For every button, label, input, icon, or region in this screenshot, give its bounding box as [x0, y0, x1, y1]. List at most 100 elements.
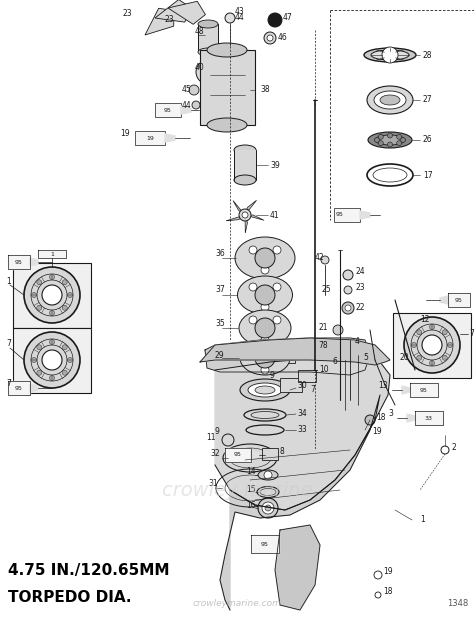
Circle shape [42, 285, 62, 305]
Text: 27: 27 [423, 95, 433, 105]
Polygon shape [407, 414, 415, 422]
Circle shape [321, 256, 329, 264]
Text: 95: 95 [164, 108, 172, 113]
Text: 44: 44 [235, 14, 245, 22]
Ellipse shape [368, 132, 412, 148]
Text: 46: 46 [278, 33, 288, 43]
Circle shape [411, 342, 417, 347]
Polygon shape [181, 106, 191, 114]
Text: 95: 95 [261, 542, 269, 547]
Circle shape [49, 274, 55, 280]
Circle shape [239, 209, 251, 221]
Text: 39: 39 [270, 160, 280, 170]
Text: 1: 1 [420, 516, 425, 524]
Circle shape [441, 446, 449, 454]
Text: 28: 28 [423, 51, 432, 59]
Text: 37: 37 [215, 285, 225, 295]
Text: 7: 7 [6, 379, 11, 389]
Ellipse shape [375, 135, 405, 145]
Bar [280, 378, 302, 392]
Circle shape [37, 305, 42, 310]
Circle shape [417, 330, 422, 335]
Text: 95: 95 [234, 452, 242, 457]
Circle shape [258, 498, 278, 518]
Text: 4.75 IN./120.65MM: 4.75 IN./120.65MM [8, 563, 170, 578]
Circle shape [378, 134, 383, 139]
Circle shape [255, 318, 275, 338]
Circle shape [31, 358, 36, 363]
Circle shape [442, 355, 447, 360]
Text: 95: 95 [336, 212, 344, 217]
Ellipse shape [367, 86, 413, 114]
Circle shape [37, 370, 42, 375]
Circle shape [249, 346, 257, 354]
Bar [234, 150, 256, 180]
Circle shape [397, 134, 401, 139]
Text: 34: 34 [297, 409, 307, 417]
Circle shape [265, 505, 271, 511]
Text: 78: 78 [319, 340, 328, 350]
Polygon shape [448, 293, 470, 307]
Polygon shape [410, 383, 438, 397]
Polygon shape [402, 386, 410, 394]
Text: crowley marine: crowley marine [162, 480, 312, 500]
Circle shape [49, 339, 55, 345]
Text: 30: 30 [297, 381, 307, 389]
Ellipse shape [258, 470, 278, 480]
Circle shape [374, 571, 382, 579]
Circle shape [24, 267, 80, 323]
Circle shape [401, 137, 405, 142]
Bar [135, 131, 165, 145]
Polygon shape [8, 381, 30, 395]
Polygon shape [165, 134, 175, 142]
Text: 19: 19 [383, 568, 392, 576]
Text: 45: 45 [182, 85, 192, 95]
Ellipse shape [207, 118, 247, 132]
Ellipse shape [255, 386, 275, 394]
Text: 19: 19 [372, 428, 382, 436]
Text: 95: 95 [15, 386, 23, 391]
Ellipse shape [235, 237, 295, 279]
Text: TORPEDO DIA.: TORPEDO DIA. [8, 590, 131, 605]
Polygon shape [226, 215, 245, 221]
Text: 9: 9 [215, 428, 220, 436]
Ellipse shape [239, 310, 291, 346]
Circle shape [37, 345, 42, 350]
Circle shape [264, 32, 276, 44]
Text: 31: 31 [208, 478, 218, 488]
Polygon shape [30, 384, 38, 392]
Circle shape [49, 376, 55, 381]
Ellipse shape [374, 91, 406, 109]
Text: 33: 33 [425, 415, 433, 420]
Circle shape [196, 60, 220, 84]
Circle shape [378, 141, 383, 145]
Text: 23: 23 [165, 15, 174, 25]
Circle shape [192, 101, 200, 109]
Text: 18: 18 [383, 587, 392, 597]
Polygon shape [215, 358, 390, 510]
Ellipse shape [237, 276, 292, 314]
Text: 32: 32 [210, 449, 219, 457]
Text: 4: 4 [355, 337, 360, 347]
Ellipse shape [364, 48, 416, 62]
Polygon shape [225, 448, 251, 462]
Circle shape [374, 137, 380, 142]
Circle shape [447, 342, 453, 347]
Circle shape [422, 335, 442, 355]
Text: 25: 25 [322, 285, 332, 295]
Text: 3: 3 [388, 410, 393, 418]
Circle shape [189, 85, 199, 95]
Text: 95: 95 [420, 387, 428, 392]
Text: 7: 7 [6, 339, 11, 348]
Circle shape [261, 366, 269, 374]
Circle shape [37, 280, 42, 285]
Ellipse shape [198, 20, 218, 28]
Circle shape [388, 133, 392, 138]
Circle shape [222, 434, 234, 446]
Text: 7: 7 [310, 386, 315, 394]
Circle shape [375, 592, 381, 598]
Text: 44: 44 [182, 100, 192, 110]
Polygon shape [360, 211, 370, 219]
Circle shape [261, 303, 269, 311]
Circle shape [242, 212, 248, 218]
